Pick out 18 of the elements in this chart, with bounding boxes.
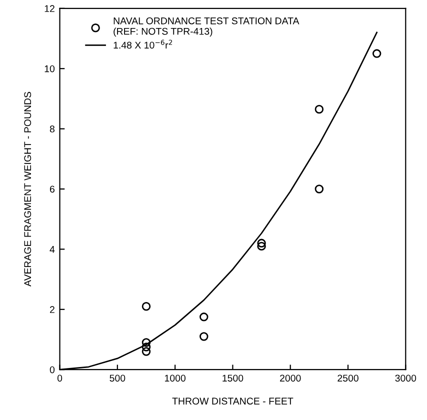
x-tick-label: 1000 [165,374,186,382]
x-tick-label: 500 [110,374,126,382]
y-tick-label: 2 [50,306,54,313]
x-tick-label: 1500 [222,374,244,382]
x-tick-label: 0 [57,374,62,382]
x-tick-label: 2000 [280,374,301,382]
y-axis-title: AVERAGE FRAGMENT WEIGHT - POUNDS [24,92,32,286]
y-tick-label: 12 [44,5,54,12]
y-tick-label: 6 [50,186,54,193]
x-tick-label: 2500 [338,374,358,382]
x-axis-title: THROW DISTANCE - FEET [172,398,294,405]
y-tick-label: 10 [44,65,55,72]
y-tick-label: 4 [50,246,55,253]
legend-label: NAVAL ORDNANCE TEST STATION DATA (REF: NOTS TPR-413) [114,17,300,37]
y-tick-label: 8 [50,126,54,132]
x-tick-label: 3000 [395,374,416,382]
legend-label: 1.48 X 10$^{−6}$r$^{2}$ [114,40,172,49]
y-tick-label: 0 [50,366,55,374]
